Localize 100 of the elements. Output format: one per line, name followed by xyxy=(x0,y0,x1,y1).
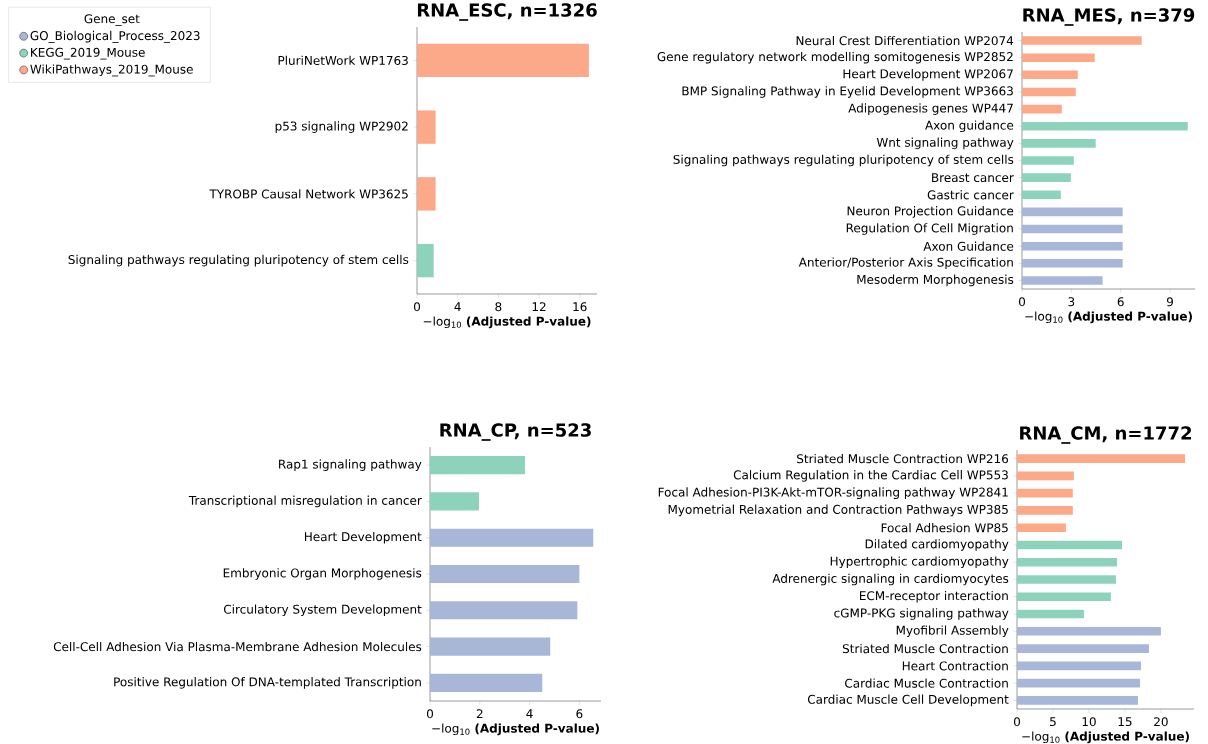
y-tick-label: Calcium Regulation in the Cardiac Cell WP553 xyxy=(733,470,1008,482)
bar xyxy=(417,43,589,78)
x-tick-label: 6 xyxy=(576,709,583,719)
y-tick-label: Gastric cancer xyxy=(927,190,1014,200)
bar xyxy=(1017,575,1116,584)
bar xyxy=(417,110,436,144)
bar xyxy=(1022,87,1076,97)
y-tick-label: Cardiac Muscle Cell Development xyxy=(807,694,1009,707)
y-tick-label: ECM-receptor interaction xyxy=(859,590,1008,603)
y-tick-label: BMP Signaling Pathway in Eyelid Development WP3663 xyxy=(682,86,1013,98)
bar xyxy=(1017,523,1066,533)
y-tick-label: Transcriptional misregulation in cancer xyxy=(188,495,422,508)
y-tick-label: Myometrial Relaxation and Contraction Pathways WP385 xyxy=(668,504,1008,517)
x-tick-label: 8 xyxy=(495,302,502,312)
y-tick-label: Cardiac Muscle Contraction xyxy=(845,678,1008,688)
x-tick-label: 15 xyxy=(1118,717,1132,727)
bar xyxy=(1017,644,1149,653)
bar xyxy=(1022,121,1188,131)
y-tick-label: Focal Adhesion WP85 xyxy=(881,523,1008,533)
y-tick-label: Regulation Of Cell Migration xyxy=(846,223,1013,235)
x-axis-title: −log$_{10}$ (Adjusted P-value) xyxy=(423,316,591,329)
bar xyxy=(1017,609,1084,619)
bar xyxy=(1017,454,1186,463)
y-tick-label: Wnt signaling pathway xyxy=(876,137,1014,150)
chart-title: RNA_ESC, n=1326 xyxy=(417,3,597,21)
x-tick-label: 4 xyxy=(454,302,461,311)
bar xyxy=(1022,259,1123,268)
bar xyxy=(1022,139,1096,148)
bar xyxy=(1022,104,1062,114)
bar xyxy=(1017,592,1111,602)
x-axis-title: −log$_{10}$ (Adjusted P-value) xyxy=(1025,311,1192,324)
x-tick-label: 2 xyxy=(476,709,483,719)
x-axis-title: −log$_{10}$ (Adjusted P-value) xyxy=(432,723,599,736)
x-tick-label: 10 xyxy=(1082,717,1096,727)
y-tick-label: p53 signaling WP2902 xyxy=(275,121,408,133)
y-tick-label: Axon Guidance xyxy=(923,241,1014,251)
x-tick-label: 20 xyxy=(1154,717,1168,727)
y-tick-label: Heart Development WP2067 xyxy=(843,69,1013,81)
y-tick-label: Rap1 signaling pathway xyxy=(279,459,422,471)
bar xyxy=(417,243,434,278)
legend-title: Gene_set xyxy=(84,14,140,26)
bar xyxy=(1022,207,1123,217)
bar xyxy=(1022,70,1078,80)
bar xyxy=(1017,540,1123,550)
y-tick-label: cGMP-PKG signaling pathway xyxy=(834,608,1009,620)
bar xyxy=(1022,241,1123,251)
bar xyxy=(1022,53,1095,62)
y-tick-label: Neuron Projection Guidance xyxy=(847,206,1014,218)
y-tick-label: Cell-Cell Adhesion Via Plasma-Membrane Adhesion Molecules xyxy=(53,641,422,652)
y-tick-label: Striated Muscle Contraction WP216 xyxy=(797,453,1009,464)
bar xyxy=(1022,173,1071,182)
y-tick-label: Hypertrophic cardiomyopathy xyxy=(830,556,1009,569)
y-tick-label: Focal Adhesion-PI3K-Akt-mTOR-signaling pathway WP2841 xyxy=(658,487,1008,499)
bar xyxy=(1017,471,1074,481)
chart-title: RNA_CM, n=1772 xyxy=(1020,426,1191,444)
bar xyxy=(430,673,543,692)
x-tick-label: 0 xyxy=(413,302,421,312)
bar xyxy=(1017,557,1118,567)
chart-title: RNA_CP, n=523 xyxy=(440,423,591,441)
bar xyxy=(430,637,551,656)
y-tick-label: Breast cancer xyxy=(932,173,1014,183)
y-tick-label: Gene regulatory network modelling somitogenesis WP2852 xyxy=(657,51,1013,64)
y-tick-label: TYROBP Causal Network WP3625 xyxy=(209,189,408,199)
x-tick-label: 0 xyxy=(1013,717,1021,727)
x-tick-label: 9 xyxy=(1166,297,1173,307)
y-tick-label: Adrenergic signaling in cardiomyocytes xyxy=(772,573,1009,586)
legend-label: KEGG_2019_Mouse xyxy=(31,47,145,60)
legend-label: WikiPathways_2019_Mouse xyxy=(30,64,193,77)
y-tick-label: PluriNetWork WP1763 xyxy=(278,55,408,66)
x-tick-label: 6 xyxy=(1117,297,1124,307)
bar xyxy=(1022,156,1074,165)
x-tick-label: 5 xyxy=(1050,717,1056,727)
bar xyxy=(430,601,578,620)
y-tick-label: Adipogenesis genes WP447 xyxy=(848,103,1013,115)
bar xyxy=(1022,190,1061,200)
bar xyxy=(430,528,594,547)
bar xyxy=(1017,626,1161,636)
y-tick-label: Embryonic Organ Morphogenesis xyxy=(223,568,422,580)
x-tick-label: 4 xyxy=(526,709,533,718)
y-tick-label: Striated Muscle Contraction xyxy=(842,643,1008,654)
x-tick-label: 3 xyxy=(1068,297,1075,307)
y-tick-label: Anterior/Posterior Axis Specification xyxy=(798,257,1013,270)
bar xyxy=(1017,696,1138,705)
y-tick-label: Circulatory System Development xyxy=(223,604,422,617)
y-tick-label: Mesoderm Morphogenesis xyxy=(857,274,1014,287)
y-tick-label: Neural Crest Differentiation WP2074 xyxy=(796,35,1014,46)
bar xyxy=(430,492,480,511)
legend-label: GO_Biological_Process_2023 xyxy=(30,30,200,43)
bar xyxy=(430,564,580,584)
x-tick-label: 0 xyxy=(426,709,434,719)
bar xyxy=(1017,488,1073,498)
x-tick-label: 12 xyxy=(532,302,546,312)
bar xyxy=(417,177,436,211)
y-tick-label: Heart Development xyxy=(304,531,422,544)
x-tick-label: 16 xyxy=(573,302,587,312)
bar xyxy=(1017,678,1140,688)
bar xyxy=(1017,661,1141,671)
bar xyxy=(1022,276,1103,285)
bar xyxy=(430,456,526,475)
y-tick-label: Positive Regulation Of DNA-templated Transcription xyxy=(114,677,421,689)
